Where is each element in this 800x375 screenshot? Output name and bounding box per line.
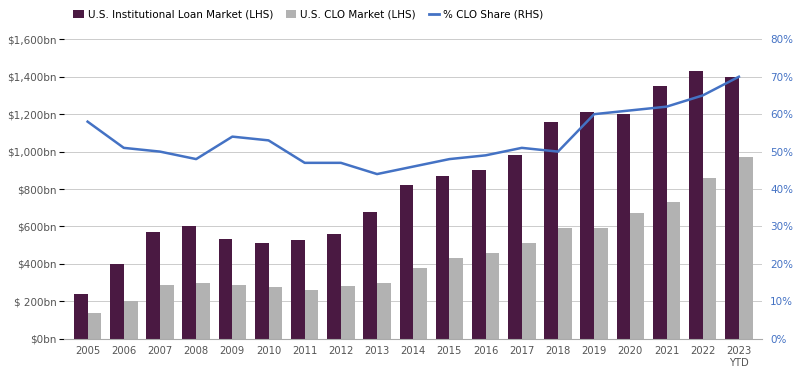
Bar — [725, 77, 739, 339]
Bar — [232, 285, 246, 339]
Bar — [702, 178, 717, 339]
% CLO Share (RHS) — [336, 160, 346, 165]
Bar — [182, 226, 196, 339]
Bar — [594, 228, 608, 339]
Bar — [124, 302, 138, 339]
Bar — [196, 283, 210, 339]
Bar — [218, 238, 232, 339]
Bar — [327, 234, 341, 339]
Line: % CLO Share (RHS): % CLO Share (RHS) — [88, 77, 739, 174]
Bar — [305, 290, 318, 339]
Bar — [617, 114, 630, 339]
Bar — [254, 243, 269, 339]
Bar — [399, 185, 414, 339]
Bar — [666, 202, 680, 339]
Bar — [450, 258, 463, 339]
Bar — [739, 157, 753, 339]
Bar — [544, 122, 558, 339]
Bar — [436, 176, 450, 339]
% CLO Share (RHS) — [83, 119, 93, 124]
Bar — [74, 294, 88, 339]
Bar — [88, 313, 102, 339]
% CLO Share (RHS) — [662, 104, 671, 109]
Bar — [689, 71, 702, 339]
Bar — [341, 286, 354, 339]
Bar — [581, 112, 594, 339]
Bar — [522, 243, 535, 339]
Bar — [363, 211, 377, 339]
% CLO Share (RHS) — [626, 108, 635, 112]
Bar — [558, 228, 572, 339]
% CLO Share (RHS) — [698, 93, 707, 98]
% CLO Share (RHS) — [119, 146, 129, 150]
% CLO Share (RHS) — [445, 157, 454, 161]
Bar — [630, 213, 644, 339]
Bar — [291, 240, 305, 339]
% CLO Share (RHS) — [517, 146, 526, 150]
% CLO Share (RHS) — [227, 134, 237, 139]
Bar — [653, 86, 666, 339]
Bar — [146, 232, 160, 339]
% CLO Share (RHS) — [409, 164, 418, 169]
% CLO Share (RHS) — [481, 153, 490, 158]
% CLO Share (RHS) — [553, 149, 562, 154]
% CLO Share (RHS) — [191, 157, 201, 161]
% CLO Share (RHS) — [155, 149, 165, 154]
% CLO Share (RHS) — [590, 112, 599, 116]
Bar — [414, 268, 427, 339]
Bar — [508, 155, 522, 339]
Bar — [160, 285, 174, 339]
% CLO Share (RHS) — [372, 172, 382, 176]
Bar — [486, 253, 499, 339]
% CLO Share (RHS) — [264, 138, 274, 142]
% CLO Share (RHS) — [734, 75, 744, 79]
Bar — [269, 287, 282, 339]
Bar — [377, 283, 391, 339]
Bar — [472, 170, 486, 339]
Legend: U.S. Institutional Loan Market (LHS), U.S. CLO Market (LHS), % CLO Share (RHS): U.S. Institutional Loan Market (LHS), U.… — [70, 6, 548, 24]
% CLO Share (RHS) — [300, 160, 310, 165]
Bar — [110, 264, 124, 339]
